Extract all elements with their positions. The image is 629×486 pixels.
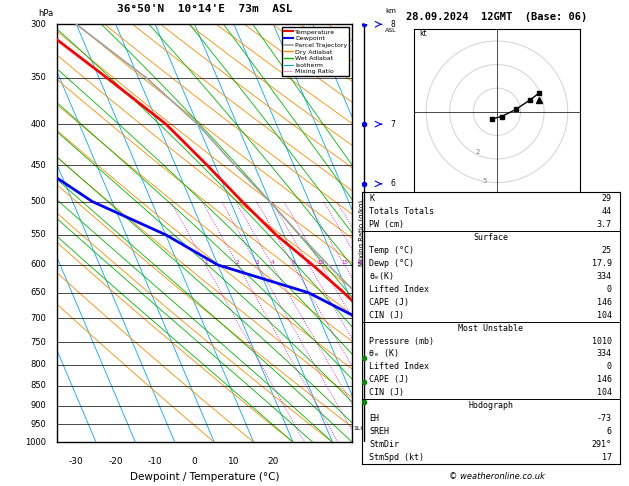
Text: 0: 0: [192, 457, 198, 466]
Text: Lifted Index: Lifted Index: [369, 363, 430, 371]
Text: 1010: 1010: [592, 336, 612, 346]
Text: 0: 0: [607, 363, 612, 371]
Text: 5: 5: [483, 177, 487, 184]
Text: Pressure (mb): Pressure (mb): [369, 336, 435, 346]
Text: 1LCL: 1LCL: [353, 426, 369, 431]
Text: 6: 6: [607, 427, 612, 436]
Text: -20: -20: [108, 457, 123, 466]
Text: 700: 700: [30, 314, 47, 323]
Text: 850: 850: [30, 382, 47, 390]
Text: 2: 2: [391, 354, 396, 363]
Text: StmSpd (kt): StmSpd (kt): [369, 453, 425, 462]
Text: 146: 146: [597, 297, 612, 307]
Text: 350: 350: [30, 73, 47, 82]
Text: 800: 800: [30, 360, 47, 369]
Text: 104: 104: [597, 388, 612, 398]
Text: ASL: ASL: [385, 29, 396, 34]
Text: 44: 44: [602, 207, 612, 216]
Text: 650: 650: [30, 288, 47, 297]
Text: 4: 4: [270, 260, 274, 265]
Text: Hodograph: Hodograph: [468, 401, 513, 410]
Text: 1000: 1000: [25, 438, 47, 447]
Text: 2: 2: [476, 149, 480, 155]
Text: 25: 25: [372, 260, 379, 265]
Text: Surface: Surface: [473, 233, 508, 242]
Text: -30: -30: [69, 457, 84, 466]
Text: 500: 500: [31, 197, 47, 206]
Text: kt: kt: [419, 29, 426, 38]
Text: Totals Totals: Totals Totals: [369, 207, 435, 216]
Text: 750: 750: [30, 338, 47, 347]
Text: 146: 146: [597, 375, 612, 384]
Text: 15: 15: [341, 260, 348, 265]
Text: 17: 17: [602, 453, 612, 462]
Text: CAPE (J): CAPE (J): [369, 375, 409, 384]
Text: CIN (J): CIN (J): [369, 388, 404, 398]
Text: 10: 10: [318, 260, 325, 265]
Text: EH: EH: [369, 414, 379, 423]
Text: 6: 6: [291, 260, 295, 265]
Text: 28.09.2024  12GMT  (Base: 06): 28.09.2024 12GMT (Base: 06): [406, 12, 587, 22]
Text: 950: 950: [31, 420, 47, 429]
Text: StmDir: StmDir: [369, 440, 399, 449]
Text: 3.7: 3.7: [597, 220, 612, 229]
Text: Mixing Ratio (g/kg): Mixing Ratio (g/kg): [358, 200, 365, 266]
Text: θₑ (K): θₑ (K): [369, 349, 399, 359]
Text: Most Unstable: Most Unstable: [458, 324, 523, 332]
Text: 334: 334: [597, 272, 612, 281]
Text: 1: 1: [204, 260, 208, 265]
Text: 36°50'N  10°14'E  73m  ASL: 36°50'N 10°14'E 73m ASL: [116, 4, 292, 14]
Text: 600: 600: [30, 260, 47, 269]
Text: 450: 450: [31, 160, 47, 170]
Text: K: K: [369, 194, 374, 203]
Text: 17.9: 17.9: [592, 259, 612, 268]
Text: 291°: 291°: [592, 440, 612, 449]
Text: 5: 5: [391, 237, 396, 245]
Text: hPa: hPa: [38, 9, 54, 18]
Text: Dewpoint / Temperature (°C): Dewpoint / Temperature (°C): [130, 471, 279, 482]
Text: CIN (J): CIN (J): [369, 311, 404, 320]
Text: SREH: SREH: [369, 427, 389, 436]
Text: 334: 334: [597, 349, 612, 359]
Text: 25: 25: [602, 246, 612, 255]
Text: 6: 6: [391, 179, 396, 189]
Text: 8: 8: [307, 260, 311, 265]
Text: PW (cm): PW (cm): [369, 220, 404, 229]
Text: θₑ(K): θₑ(K): [369, 272, 394, 281]
Text: 3: 3: [391, 319, 396, 328]
Text: 1: 1: [391, 398, 396, 406]
Text: 104: 104: [597, 311, 612, 320]
Text: -10: -10: [148, 457, 162, 466]
Text: CAPE (J): CAPE (J): [369, 297, 409, 307]
Text: 0: 0: [607, 285, 612, 294]
Text: 300: 300: [30, 20, 47, 29]
Text: 20: 20: [358, 260, 365, 265]
Text: © weatheronline.co.uk: © weatheronline.co.uk: [449, 472, 545, 481]
Text: 8: 8: [391, 20, 396, 29]
Text: Temp (°C): Temp (°C): [369, 246, 415, 255]
Text: km: km: [385, 8, 396, 14]
Text: 29: 29: [602, 194, 612, 203]
Text: Dewp (°C): Dewp (°C): [369, 259, 415, 268]
Text: -73: -73: [597, 414, 612, 423]
Text: 550: 550: [31, 230, 47, 239]
Text: Lifted Index: Lifted Index: [369, 285, 430, 294]
Text: 4: 4: [391, 283, 396, 292]
Text: 10: 10: [228, 457, 240, 466]
Text: 400: 400: [31, 120, 47, 129]
Text: 2: 2: [236, 260, 240, 265]
Text: 3: 3: [256, 260, 259, 265]
Text: 20: 20: [268, 457, 279, 466]
Legend: Temperature, Dewpoint, Parcel Trajectory, Dry Adiabat, Wet Adiabat, Isotherm, Mi: Temperature, Dewpoint, Parcel Trajectory…: [282, 27, 349, 76]
Text: 7: 7: [391, 120, 396, 129]
Text: 900: 900: [31, 401, 47, 410]
